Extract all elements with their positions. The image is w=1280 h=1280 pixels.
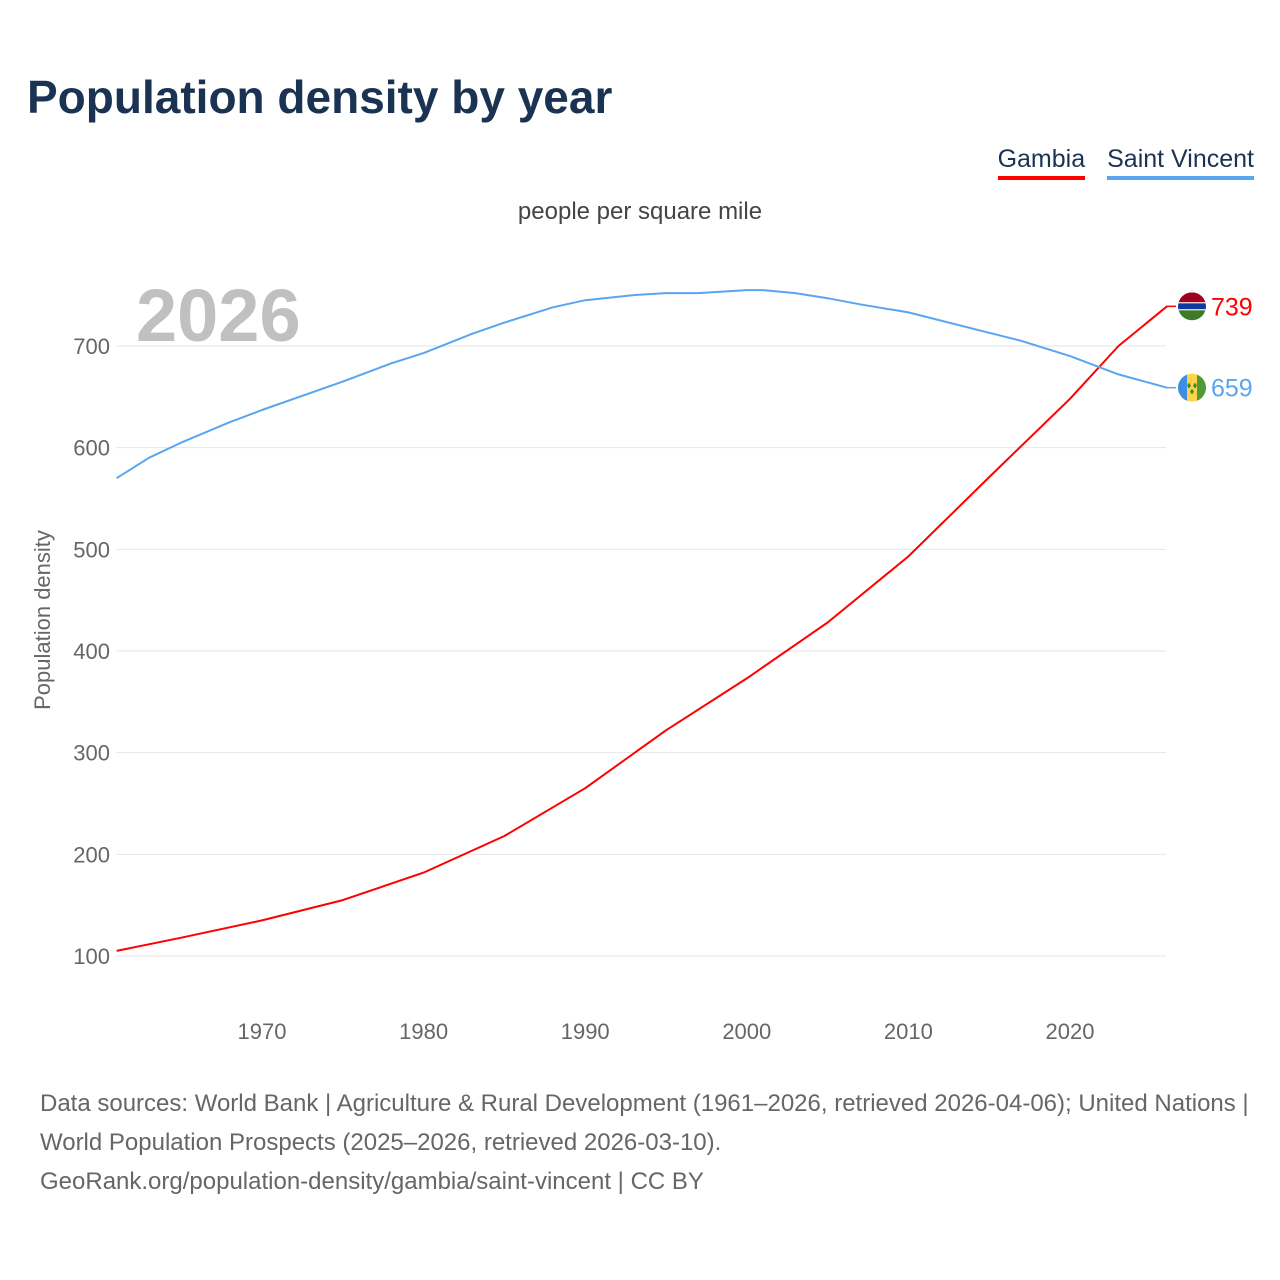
series-line-saint-vincent [116, 289, 1168, 480]
y-tick-label: 600 [73, 436, 110, 461]
chart-title: Population density by year [27, 71, 613, 123]
y-tick-label: 500 [73, 537, 110, 562]
legend-saint-vincent[interactable]: Saint Vincent [1107, 145, 1254, 180]
x-tick-label: 1980 [399, 1019, 448, 1044]
end-label-gambia: 739 [1211, 293, 1253, 321]
x-tick-label: 2000 [722, 1019, 771, 1044]
footer: Data sources: World Bank | Agriculture &… [40, 1084, 1250, 1201]
series-line-gambia [116, 305, 1168, 952]
footer-sources: Data sources: World Bank | Agriculture &… [40, 1090, 1249, 1156]
flag-gambia-icon [1178, 292, 1206, 321]
y-axis-label: Population density [30, 530, 55, 710]
x-tick-label: 2020 [1046, 1019, 1095, 1044]
legend: Gambia Saint Vincent [997, 145, 1254, 180]
footer-url[interactable]: GeoRank.org/population-density/gambia/sa… [40, 1168, 704, 1195]
x-tick-label: 2010 [884, 1019, 933, 1044]
y-tick-label: 700 [73, 334, 110, 359]
y-tick-label: 200 [73, 842, 110, 867]
end-label-saint-vincent: 659 [1211, 375, 1253, 403]
flag-saint-vincent-icon [1178, 373, 1206, 402]
year-overlay: 2026 [136, 274, 301, 357]
chart-subtitle: people per square mile [517, 198, 763, 225]
y-tick-label: 100 [73, 944, 110, 969]
y-tick-label: 400 [73, 639, 110, 664]
x-tick-label: 1990 [561, 1019, 610, 1044]
x-tick-label: 1970 [238, 1019, 287, 1044]
legend-gambia[interactable]: Gambia [997, 145, 1086, 180]
y-tick-label: 300 [73, 741, 110, 766]
